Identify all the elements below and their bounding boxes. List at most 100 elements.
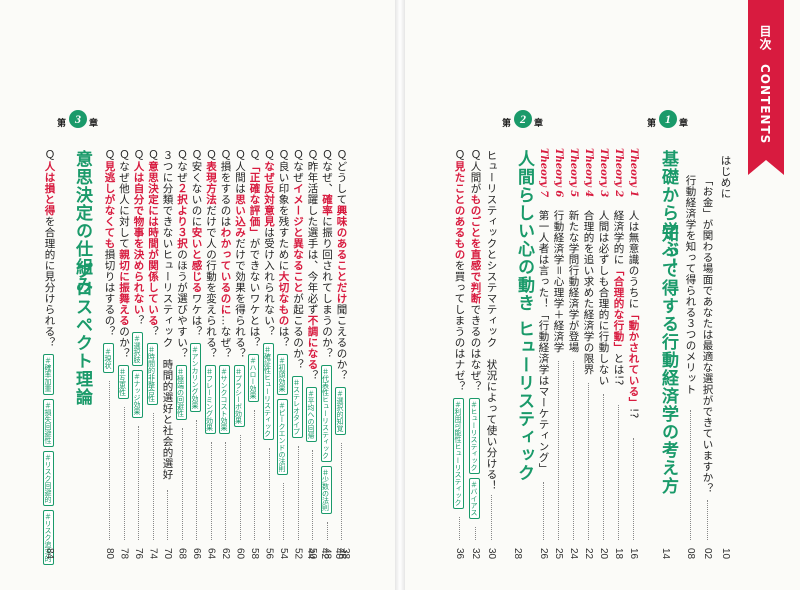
entry-text: Ｑ人間は — [234, 150, 246, 194]
highlight-text: 思い込み — [234, 194, 246, 238]
keyword-tag: ＃時間的非整合性 — [146, 343, 158, 405]
page-number: 28 — [512, 548, 523, 560]
entry-text: を買ってしまうのはナゼ？ — [453, 260, 466, 392]
chapter-label: 章 — [679, 119, 689, 129]
chapter-number-badge: 1 — [659, 110, 677, 128]
entry-text: に振り回されてしまうのか？ — [321, 216, 333, 359]
entry-text: 行動経済学＝心理学＋経済学 — [552, 210, 565, 353]
page-number: 14 — [660, 548, 671, 560]
chapter-label: 章 — [89, 119, 99, 129]
keyword-tag: ＃ピークエンドの法則 — [277, 399, 288, 475]
chapter3-item: Ｑ損をするのはわかっているのに…なぜ？ — [219, 150, 232, 359]
entry-text: だけで人の行動を変えられる？ — [205, 205, 217, 359]
theory-item: 第一人者は言った！「行動経済学はマーケティング」 — [537, 210, 550, 474]
entry-text: Ｑ — [147, 150, 159, 161]
entry-text: 新たな学問行動経済学が登場 — [567, 210, 580, 353]
theory-label: Theory 1 — [628, 148, 639, 198]
keyword-tag: ＃ステレオタイプ — [291, 376, 303, 438]
chapter3-item: Ｑ意思決定には時間が関係している？ — [147, 150, 159, 337]
page-number: 08 — [685, 548, 696, 560]
highlight-text: 意思決定には時間が関係している — [147, 161, 159, 326]
contents-ribbon — [748, 0, 784, 175]
keyword-tag: ＃バイアス — [469, 478, 480, 519]
entry-text: ワケは？ — [190, 293, 203, 337]
entry-text: ３つに分類できないヒューリスティック 時間的選好と社会的選好 — [161, 150, 174, 480]
leader-dots — [475, 527, 476, 540]
keyword-tag: ＃ヒューリスティック — [469, 398, 480, 474]
leader-dots — [312, 450, 313, 540]
entry-text: が起こるのか？ — [292, 293, 304, 370]
chapter3-item: Ｑ人は自分で物事を決められない？ — [133, 150, 145, 326]
entry-text: だけで効果を得られる？ — [234, 238, 246, 359]
page-number: 68 — [176, 548, 188, 560]
chapter3-item: Ｑなぜ２択より３択のほうが選びやすい？ — [176, 150, 188, 359]
leader-dots — [491, 495, 492, 540]
chapter3-item: Ｑ表現方法だけで人の行動を変えられる？ — [205, 150, 217, 359]
page-number: 24 — [568, 548, 579, 560]
chapter3-item: Ｑなぜ反対意見は受け入れられない？ — [263, 150, 275, 337]
highlight-text: 「合理的な行動」 — [612, 265, 625, 353]
keyword-tag: ＃確率加重 — [43, 354, 54, 395]
page-number: 60 — [234, 548, 246, 560]
chapter3-item: Ｑ安くないのに安いと感じるワケは？ — [190, 150, 203, 337]
entry-text: Ｑ損をするのは — [219, 150, 232, 227]
page-number: 76 — [133, 548, 144, 560]
page-number: 84 — [44, 548, 55, 560]
page-number: 36 — [454, 548, 465, 560]
highlight-text: ２択より３択 — [176, 183, 188, 249]
highlight-text: わかっているのに — [219, 227, 232, 315]
entry-text: Ｑなぜ他人に対して — [118, 150, 130, 249]
entry-text: !? — [627, 408, 640, 419]
entry-text: 第一人者は言った！「行動経済学はマーケティング」 — [537, 210, 550, 474]
chapter-number-badge: 3 — [69, 110, 87, 128]
highlight-text: 見たことのあるもの — [453, 161, 466, 260]
entry-text: Ｑ — [43, 150, 56, 161]
intro-item: 「お金」が関わる場面であなたは最適な選択ができていますか？ — [701, 175, 714, 494]
page-number: 58 — [249, 548, 260, 560]
chapter-label: 第 — [502, 119, 512, 129]
keyword-tag: ＃リスク回避的 — [43, 451, 54, 506]
chapter3-item: Ｑなぜ他人に対して親切に振舞えるのか？ — [118, 150, 130, 359]
keyword-tag: ＃損失回避性 — [43, 399, 54, 447]
page-number: 02 — [702, 548, 713, 560]
keyword-tag: ＃初頭効果 — [277, 354, 288, 395]
entry-text: Ｑ — [453, 150, 466, 161]
theory-item: 人は無意識のうちに「動かされている」!? — [627, 210, 640, 419]
highlight-text: 大切なもの — [277, 271, 290, 326]
page-number: 32 — [470, 548, 481, 560]
keyword-tag: ＃ナッジ効果 — [132, 370, 143, 418]
leader-dots — [543, 482, 544, 540]
entry-text: ヒューリスティックとシステマティック 状況によって使い分ける！ — [485, 150, 498, 491]
chapter2-subtitle: ヒューリスティック — [514, 320, 534, 482]
leader-dots — [588, 383, 589, 540]
theory-item: 行動経済学＝心理学＋経済学 — [552, 210, 565, 353]
leader-dots — [152, 413, 154, 540]
page-number: 48 — [321, 548, 333, 560]
chapter1-title: 基礎から学ぶ！ — [658, 150, 678, 276]
page-number: 25 — [553, 548, 564, 560]
page-number: 10 — [720, 548, 731, 560]
chapter3-item: Ｑどうして興味のあることだけ聞こえるのか？ — [335, 150, 348, 381]
book-gutter — [395, 0, 405, 590]
entry-text: Ｑ — [263, 150, 275, 161]
theory-label: Theory 6 — [553, 148, 564, 198]
entry-text: 聞こえるのか？ — [335, 304, 348, 381]
chapter3-title: 意思決定の仕組み — [72, 150, 92, 294]
keyword-tag: ＃アンカリング効果 — [190, 343, 201, 412]
entry-text: Ｑどうして — [335, 150, 348, 205]
highlight-text: 見逃しがなくても — [103, 161, 116, 249]
theory-label: Theory 5 — [568, 148, 579, 198]
highlight-text: なぜ反対意見 — [263, 161, 275, 227]
keyword-tag: ＃互恵性 — [117, 365, 129, 399]
chapter3-item: Ｑなぜ、確率に振り回されてしまうのか？ — [321, 150, 333, 359]
entry-text: を合理的に見分けられる？ — [43, 216, 56, 348]
chapter-label: 第 — [647, 119, 657, 129]
page-number: 42 — [319, 548, 330, 560]
leader-dots — [181, 428, 183, 540]
chapter3-item: Ｑ人は損と得を合理的に見分けられる？ — [43, 150, 56, 348]
entry-text: Ｑなぜ — [176, 150, 188, 183]
highlight-text: 人は損と得 — [43, 161, 56, 216]
chapter2-item: Ｑ人間がものごとを直感で判断できるのはなぜ？ — [470, 150, 482, 392]
keyword-tag: ＃極端の回避性 — [175, 365, 187, 420]
page-number: 66 — [191, 548, 202, 560]
